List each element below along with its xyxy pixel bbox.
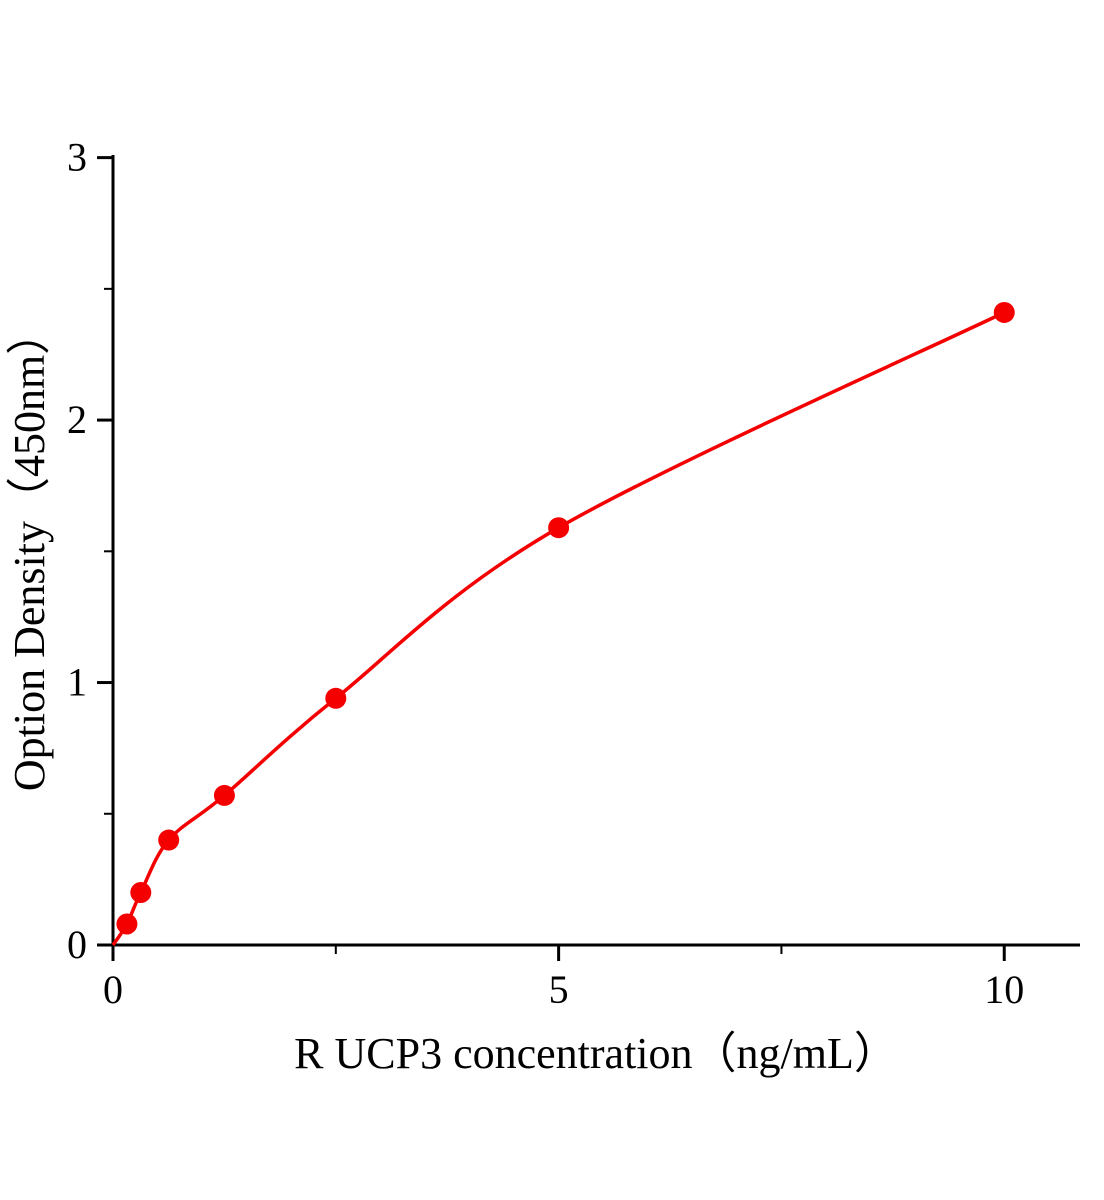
y-tick-label: 1 — [67, 660, 87, 705]
data-point — [116, 913, 138, 935]
data-point — [325, 687, 347, 709]
y-tick-label: 2 — [67, 397, 87, 442]
x-axis-label: R UCP3 concentration（ng/mL） — [294, 1029, 898, 1078]
y-tick-label: 3 — [67, 135, 87, 180]
fit-curve — [111, 310, 1005, 946]
data-point — [158, 829, 180, 851]
x-tick-label: 0 — [103, 967, 123, 1012]
x-tick-label: 5 — [549, 967, 569, 1012]
data-point — [993, 301, 1015, 323]
y-axis-label: Option Density（450nm） — [5, 311, 54, 791]
data-point — [213, 784, 235, 806]
data-point — [130, 882, 152, 904]
x-tick-label: 10 — [984, 967, 1024, 1012]
data-point — [548, 517, 570, 539]
plot-area: 0 5 10 0 1 2 3 — [67, 135, 1080, 1012]
y-tick-label: 0 — [67, 922, 87, 967]
